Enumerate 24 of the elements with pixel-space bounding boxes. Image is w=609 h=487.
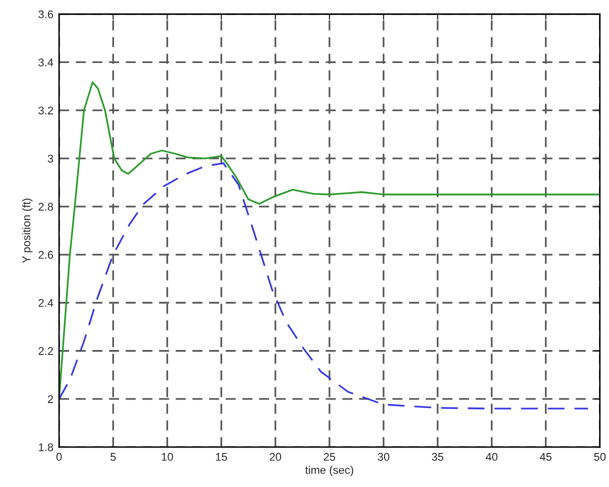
y-tick-label: 3.6 (38, 10, 54, 18)
y-tick-label: 2.6 (38, 250, 54, 259)
x-tick-label: 10 (162, 452, 173, 461)
x-axis-title: time (sec) (305, 466, 354, 476)
x-tick-label: 0 (56, 452, 62, 461)
y-tick-label: 3 (48, 154, 54, 163)
line-series (59, 162, 589, 410)
x-tick-label: 5 (110, 453, 116, 461)
x-tick-label: 30 (378, 452, 390, 461)
x-tick-label: 25 (324, 452, 336, 461)
y-tick-label: 1.8 (38, 443, 54, 452)
x-tick-label: 50 (594, 452, 606, 461)
y-tick-label: 2.2 (38, 347, 53, 355)
y-tick-label: 2.4 (38, 299, 54, 307)
y-axis-title: Y position (ft) (22, 198, 33, 263)
x-tick-label: 15 (216, 453, 228, 461)
y-tick-label: 2.8 (38, 202, 54, 211)
y-tick-label: 2 (48, 395, 53, 403)
x-tick-label: 35 (432, 452, 444, 461)
x-tick-label: 20 (270, 452, 282, 461)
y-tick-label: 3.4 (38, 58, 54, 66)
y-tick-label: 3.2 (38, 106, 53, 114)
x-tick-label: 40 (486, 452, 498, 461)
x-tick-label: 45 (540, 453, 552, 461)
